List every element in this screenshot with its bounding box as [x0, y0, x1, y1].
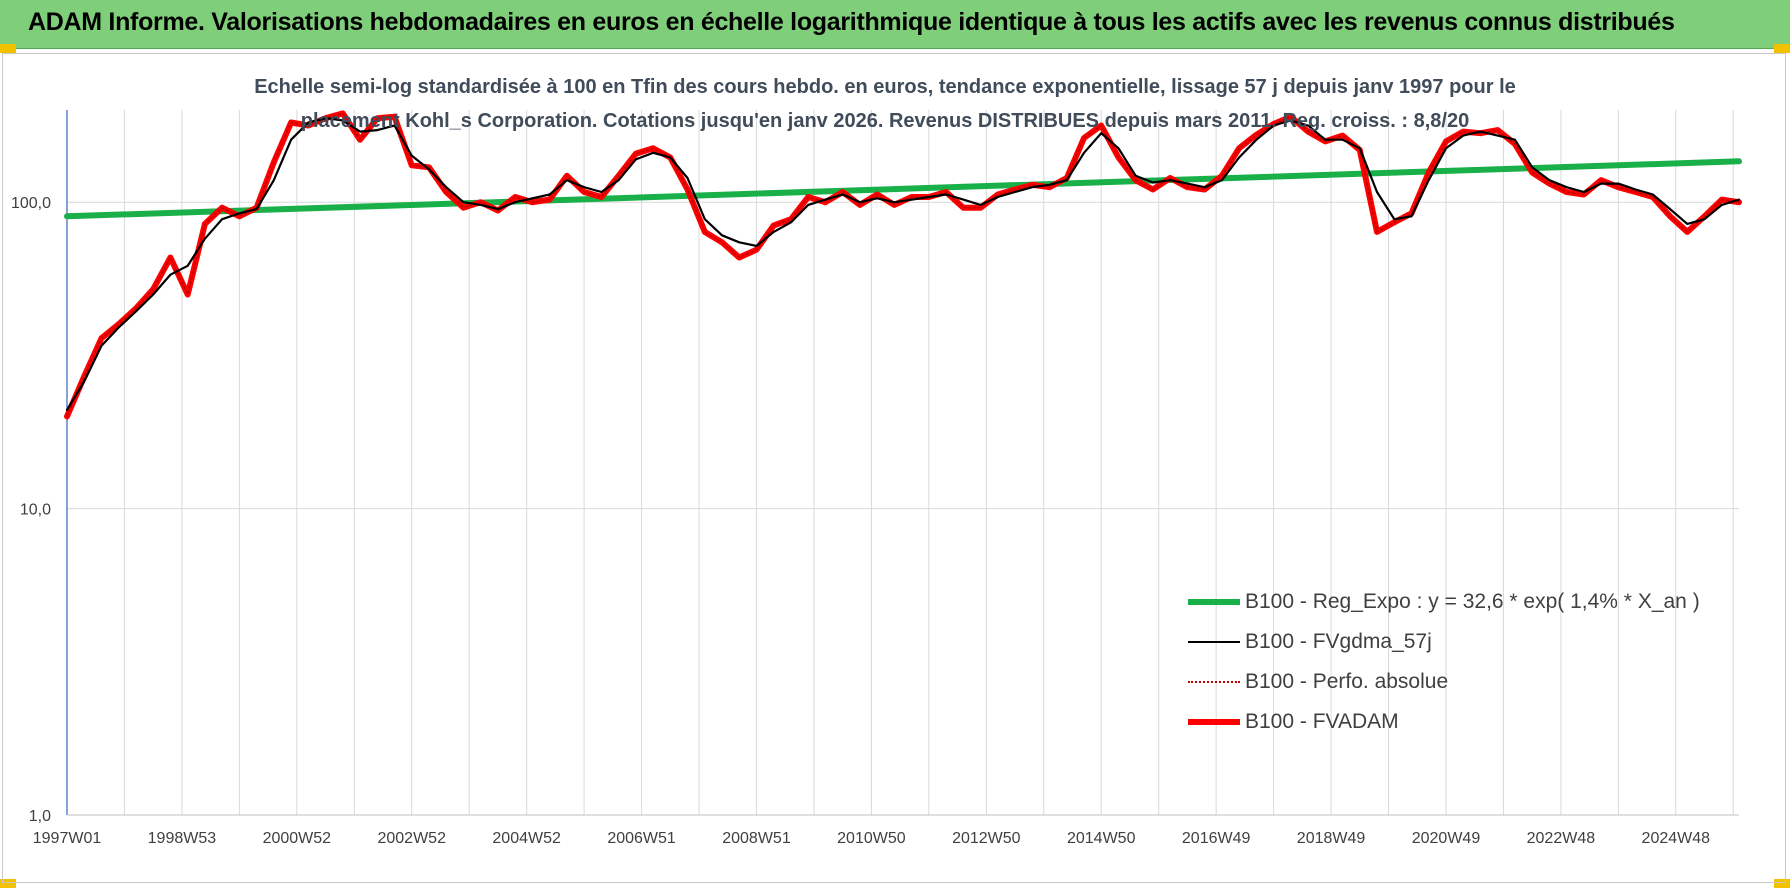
x-tick-label: 2010W50: [837, 830, 906, 847]
axes: [66, 110, 1739, 816]
chart-subtitle-line-1: Echelle semi-log standardisée à 100 en T…: [254, 76, 1516, 98]
y-tick-label: 10,0: [20, 502, 51, 519]
x-tick-label: 2024W48: [1642, 830, 1711, 847]
legend-swatch-fvgdma: [1188, 641, 1240, 643]
page-title: ADAM Informe. Valorisations hebdomadaire…: [28, 8, 1675, 36]
y-tick-label: 100,0: [11, 195, 51, 212]
corner-mark-bottom-left: [0, 879, 16, 888]
x-tick-label: 1997W01: [33, 830, 102, 847]
corner-mark-top-right: [1774, 44, 1790, 53]
x-tick-label: 2004W52: [492, 830, 561, 847]
x-tick-label: 2008W51: [722, 830, 791, 847]
x-tick-label: 2014W50: [1067, 830, 1136, 847]
tick-labels: 1,0 10,0 100,0 1997W01 1998W53 2000W52 2002W52…: [11, 195, 1710, 847]
chart-subtitle-line-2: placement Kohl_s Corporation. Cotations …: [300, 110, 1470, 132]
x-tick-label: 2022W48: [1527, 830, 1596, 847]
series-line-fvgdma: [65, 117, 1741, 411]
x-tick-label: 2006W51: [607, 830, 676, 847]
legend-label-reg-expo: B100 - Reg_Expo : y = 32,6 * exp( 1,4% *…: [1245, 590, 1700, 613]
y-tick-label: 1,0: [29, 808, 51, 825]
x-tick-label: 2016W49: [1182, 830, 1251, 847]
x-tick-label: 2002W52: [377, 830, 446, 847]
x-tick-label: 2012W50: [952, 830, 1021, 847]
legend-label-fvgdma: B100 - FVgdma_57j: [1245, 630, 1432, 653]
header-banner: ADAM Informe. Valorisations hebdomadaire…: [0, 0, 1790, 49]
gridlines: [66, 110, 1739, 816]
legend-swatch-fvadam: [1188, 719, 1240, 725]
series-layer: [64, 110, 1742, 420]
corner-mark-top-left: [0, 44, 16, 53]
x-tick-label: 2018W49: [1297, 830, 1366, 847]
series-line-perfo-absolue: [66, 112, 1740, 418]
legend-label-fvadam: B100 - FVADAM: [1245, 710, 1399, 733]
legend-swatch-reg-expo: [1188, 599, 1240, 605]
series-line-fvadam: [64, 110, 1742, 420]
legend-label-perfo-absolue: B100 - Perfo. absolue: [1245, 670, 1449, 693]
legend-swatch-perfo-absolue: [1188, 681, 1240, 683]
series-line-reg-expo: [64, 158, 1742, 220]
x-tick-label: 2000W52: [263, 830, 332, 847]
x-tick-label: 1998W53: [148, 830, 217, 847]
corner-mark-bottom-right: [1774, 879, 1790, 888]
chart-frame: [2, 53, 1786, 883]
x-tick-label: 2020W49: [1412, 830, 1481, 847]
